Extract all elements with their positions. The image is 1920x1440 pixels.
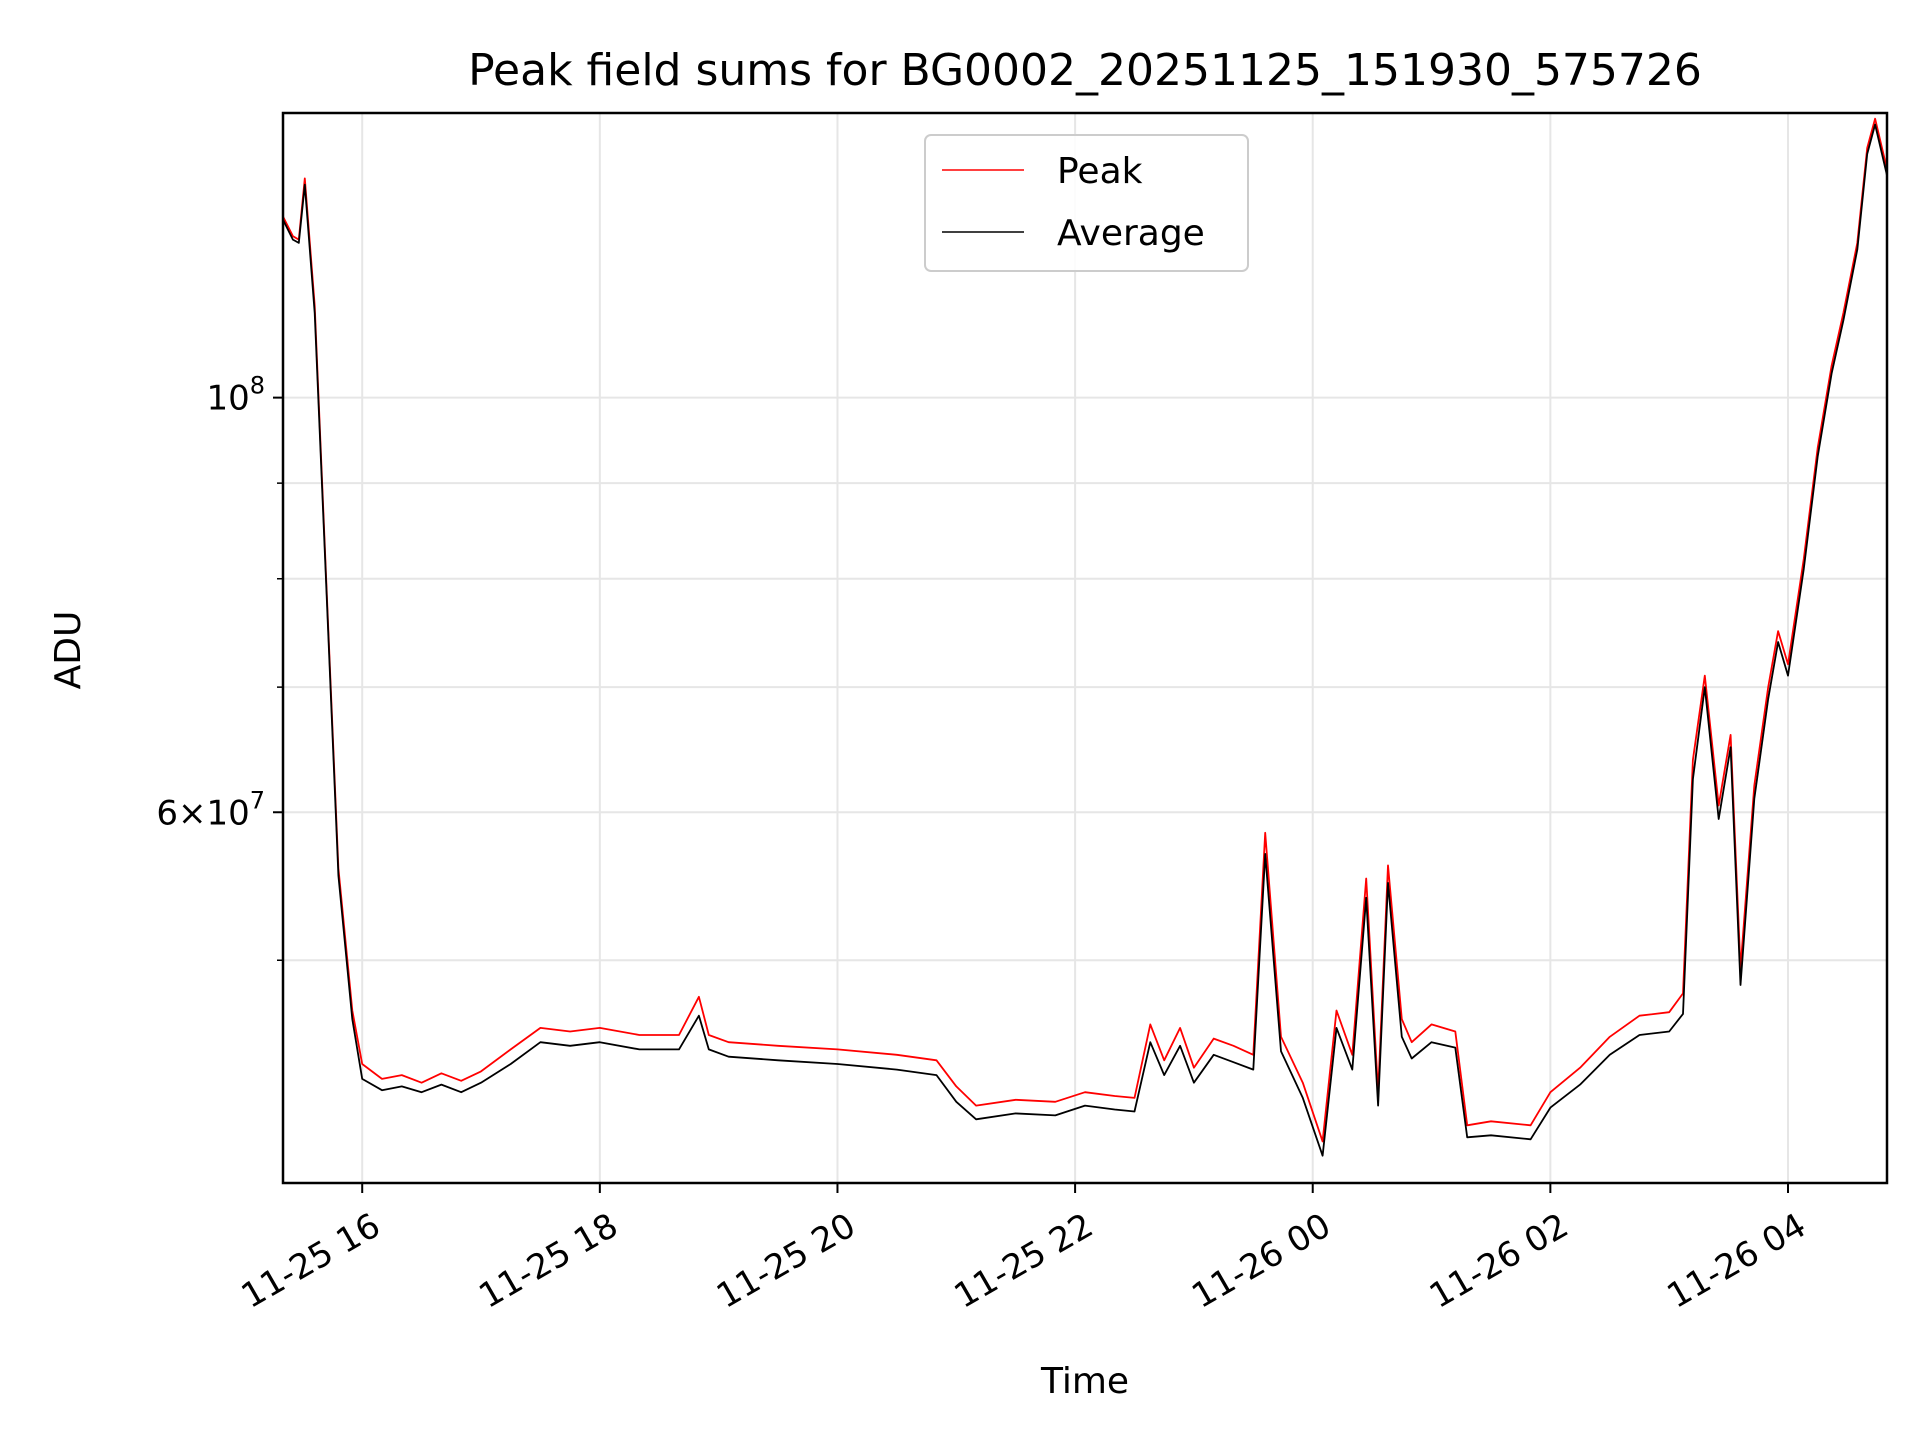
series-line-average (283, 123, 1887, 1157)
series-line-peak (283, 117, 1887, 1143)
grid (283, 113, 1887, 1183)
y-axis-label: ADU (48, 611, 89, 690)
y-tick-label: 108 (206, 372, 265, 419)
legend: Peak Average (924, 134, 1249, 272)
y-tick-mantissa: 6×10 (156, 793, 249, 833)
legend-box (924, 134, 1249, 272)
series-lines (283, 117, 1887, 1157)
y-axis-ticks: 108 6×107 (156, 372, 283, 961)
legend-average-label: Average (1057, 213, 1205, 254)
x-axis-label: Time (1040, 1361, 1129, 1402)
chart-title: Peak field sums for BG0002_20251125_1519… (468, 45, 1702, 96)
y-tick-mantissa: 10 (206, 379, 249, 419)
y-tick-exponent: 7 (250, 786, 265, 814)
plot-frame (281, 111, 1889, 1185)
y-tick-exponent: 8 (250, 372, 265, 400)
y-tick-label: 6×107 (156, 786, 265, 833)
legend-peak-label: Peak (1057, 151, 1143, 192)
